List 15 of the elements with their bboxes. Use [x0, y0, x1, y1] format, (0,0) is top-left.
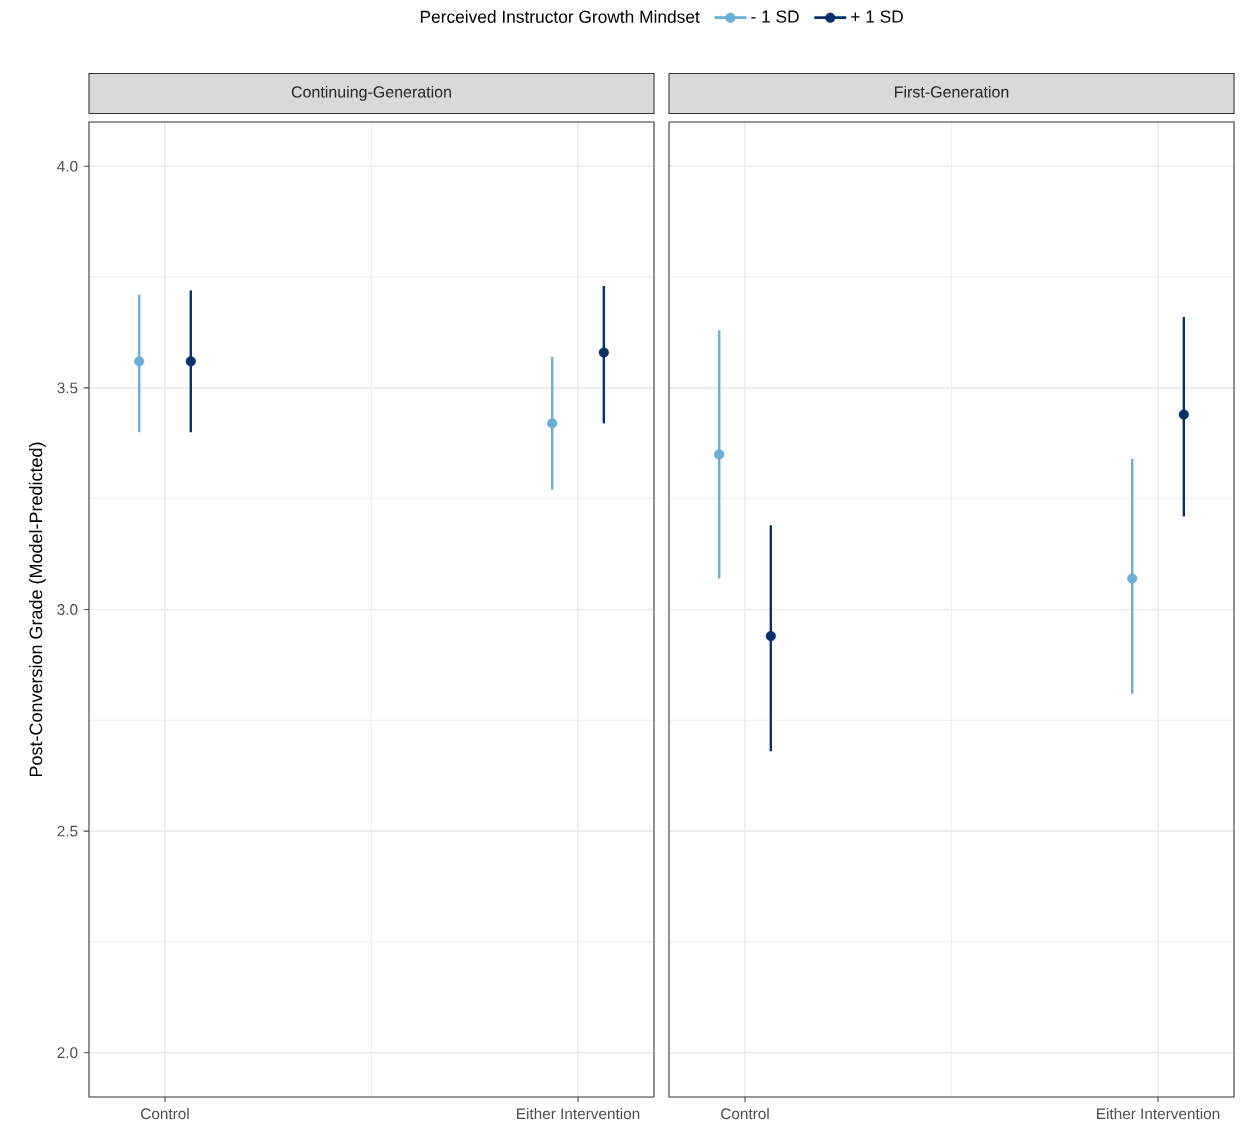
y-tick-label: 2.0	[57, 1047, 78, 1059]
legend-label: + 1 SD	[851, 10, 903, 23]
x-tick-label: Either Intervention	[1097, 1107, 1220, 1120]
y-tick-label: 4.0	[57, 160, 78, 172]
legend-label: - 1 SD	[751, 10, 799, 23]
y-tick-label: 3.0	[57, 604, 78, 615]
chart-title: First-Generation	[895, 85, 1009, 98]
legend-title: Perceived Instructor Growth Mindset	[420, 10, 700, 23]
y-axis-title: Post-Conversion Grade (Model-Predicted)	[29, 442, 46, 777]
y-tick-label: 3.5	[57, 382, 78, 394]
x-tick-label: Either Intervention	[517, 1107, 640, 1120]
x-tick-label: Control	[141, 1107, 189, 1120]
y-tick-label: 2.5	[57, 825, 78, 837]
x-tick-label: Control	[721, 1107, 769, 1120]
chart-title: Continuing-Generation	[291, 85, 451, 101]
